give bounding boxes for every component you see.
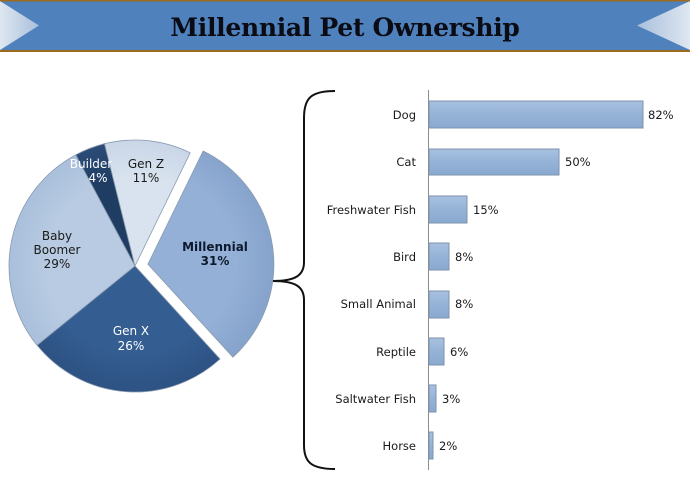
- bar-value-dog: 82%: [648, 108, 674, 122]
- bar-value-small-animal: 8%: [455, 297, 473, 311]
- pie-label-baby-boomer-value: 29%: [44, 257, 71, 271]
- bar-label-freshwater-fish: Freshwater Fish: [327, 203, 416, 217]
- pie-label-gen-z: Gen Z: [128, 157, 164, 171]
- pie-label-gen-z-value: 11%: [133, 171, 160, 185]
- bar-horse[interactable]: [428, 431, 434, 460]
- bar-label-bird: Bird: [393, 250, 416, 264]
- bar-value-bird: 8%: [455, 250, 473, 264]
- bar-saltwater-fish[interactable]: [428, 384, 437, 413]
- curly-bracket: [272, 90, 336, 470]
- banner-fill: [0, 1, 690, 50]
- banner-top-border: [0, 0, 690, 2]
- bar-cat[interactable]: [428, 148, 560, 176]
- pie-slice-gen-x[interactable]: [36, 265, 221, 393]
- bar-dog[interactable]: [428, 100, 644, 129]
- pie-chart: Builder 4% Gen Z 11% Millennial 31% Gen …: [8, 139, 275, 393]
- pie-label-builder: Builder: [70, 157, 113, 171]
- pie-label-millennial-value: 31%: [201, 254, 230, 268]
- bar-label-small-animal: Small Animal: [341, 297, 416, 311]
- bar-label-dog: Dog: [393, 108, 416, 122]
- title-banner: [0, 0, 690, 52]
- page-title: Millennial Pet Ownership: [170, 13, 520, 42]
- pie-label-builder-value: 4%: [88, 171, 107, 185]
- bar-label-horse: Horse: [383, 439, 416, 453]
- bar-freshwater-fish[interactable]: [428, 195, 468, 224]
- bar-small-animal[interactable]: [428, 290, 450, 319]
- bar-value-reptile: 6%: [450, 345, 468, 359]
- pie-slice-baby-boomer[interactable]: [8, 154, 136, 346]
- pie-slice-gen-z[interactable]: [104, 139, 191, 268]
- bar-reptile[interactable]: [428, 337, 445, 366]
- pie-label-millennial: Millennial: [182, 240, 248, 254]
- pie-label-gen-x-value: 26%: [118, 339, 145, 353]
- pie-label-gen-x: Gen X: [113, 324, 149, 338]
- banner-left-notch: [0, 1, 39, 50]
- banner-right-notch: [637, 1, 690, 50]
- banner-bottom-border: [0, 50, 690, 52]
- bar-value-horse: 2%: [439, 439, 457, 453]
- pie-label-baby-boomer-line2: Boomer: [34, 243, 81, 257]
- bar-label-saltwater-fish: Saltwater Fish: [335, 392, 416, 406]
- bar-value-saltwater-fish: 3%: [442, 392, 460, 406]
- bar-label-cat: Cat: [396, 155, 416, 169]
- pie-label-baby-boomer: Baby: [42, 229, 72, 243]
- pie-slice-millennial[interactable]: [147, 150, 275, 358]
- bar-label-reptile: Reptile: [376, 345, 416, 359]
- bar-value-cat: 50%: [565, 155, 591, 169]
- bar-chart: Dog 82% Cat 50% Freshwater Fish 15% Bird…: [327, 90, 674, 470]
- bar-bird[interactable]: [428, 242, 450, 271]
- bar-value-freshwater-fish: 15%: [473, 203, 499, 217]
